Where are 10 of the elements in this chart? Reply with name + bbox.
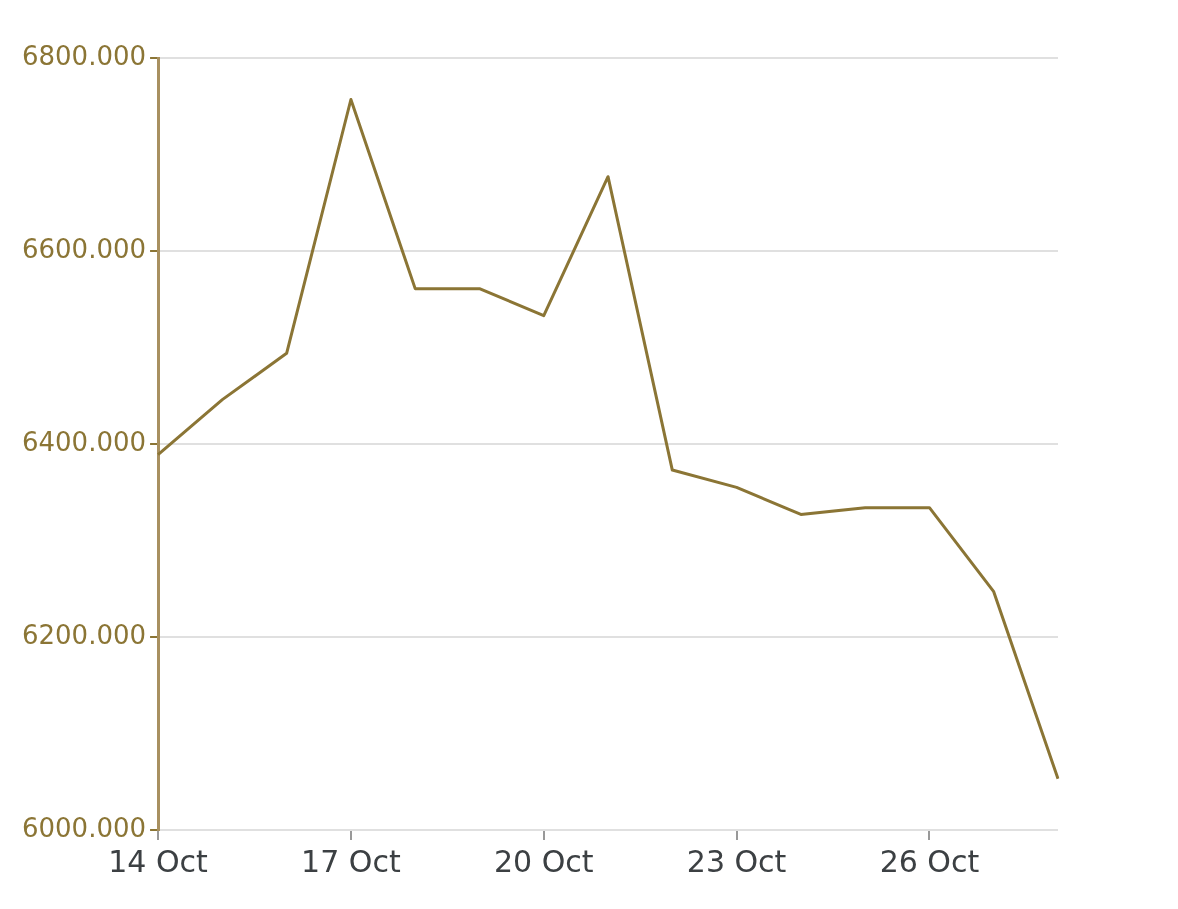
- y-tick-label: 6800.000: [22, 40, 147, 71]
- y-tick-label: 6000.000: [22, 812, 147, 843]
- y-tick-label: 6200.000: [22, 619, 147, 650]
- x-tick-label: 20 Oct: [493, 843, 594, 879]
- y-tick-label: 6400.000: [22, 426, 147, 457]
- x-tick-label: 14 Oct: [108, 843, 209, 879]
- x-tick-label: 26 Oct: [879, 843, 980, 879]
- x-tick-label: 23 Oct: [686, 843, 787, 879]
- y-tick-label: 6600.000: [22, 233, 147, 264]
- x-tick-label: 17 Oct: [301, 843, 401, 879]
